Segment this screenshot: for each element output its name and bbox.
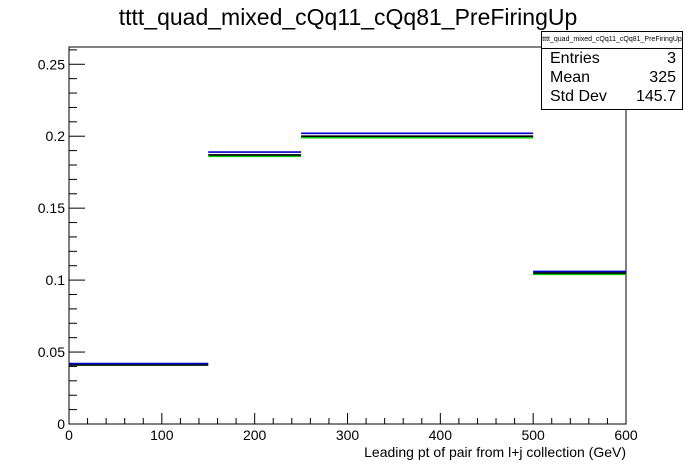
stats-row-entries: Entries 3 (542, 49, 682, 68)
stats-row-mean: Mean 325 (542, 68, 682, 87)
y-tick-label: 0.2 (46, 128, 66, 144)
histogram-series (69, 135, 626, 366)
y-tick-label: 0.25 (38, 56, 65, 72)
y-tick-label: 0.15 (38, 200, 65, 216)
x-tick-label: 600 (614, 427, 638, 443)
x-tick-label: 400 (429, 427, 453, 443)
stats-box-title: tttt_quad_mixed_cQq11_cQq81_PreFiringUp (542, 32, 682, 49)
x-tick-label: 100 (150, 427, 174, 443)
x-tick-label: 200 (243, 427, 267, 443)
stats-label: Entries (550, 50, 600, 67)
x-tick-label: 500 (521, 427, 545, 443)
y-tick-label: 0.1 (46, 272, 66, 288)
chart-title: tttt_quad_mixed_cQq11_cQq81_PreFiringUp (118, 4, 578, 30)
stats-value: 325 (649, 69, 676, 86)
stats-row-stddev: Std Dev 145.7 (542, 87, 682, 106)
x-axis-label: Leading pt of pair from l+j collection (… (364, 444, 626, 460)
histogram-series (69, 132, 626, 365)
axes-ticks: 0 100 200 300 400 500 600 0 0.05 0.1 0.15 0.2 0.25 (38, 49, 638, 443)
y-tick-label: 0 (57, 416, 65, 432)
y-tick-label: 0.05 (38, 344, 65, 360)
stats-value: 145.7 (635, 88, 676, 105)
x-tick-label: 0 (65, 427, 73, 443)
stats-label: Std Dev (550, 88, 607, 105)
x-tick-label: 300 (336, 427, 360, 443)
stats-label: Mean (550, 69, 591, 86)
series-group (69, 132, 626, 366)
stats-box: tttt_quad_mixed_cQq11_cQq81_PreFiringUp … (541, 31, 683, 110)
histogram-series (69, 136, 626, 366)
stats-value: 3 (667, 50, 676, 67)
